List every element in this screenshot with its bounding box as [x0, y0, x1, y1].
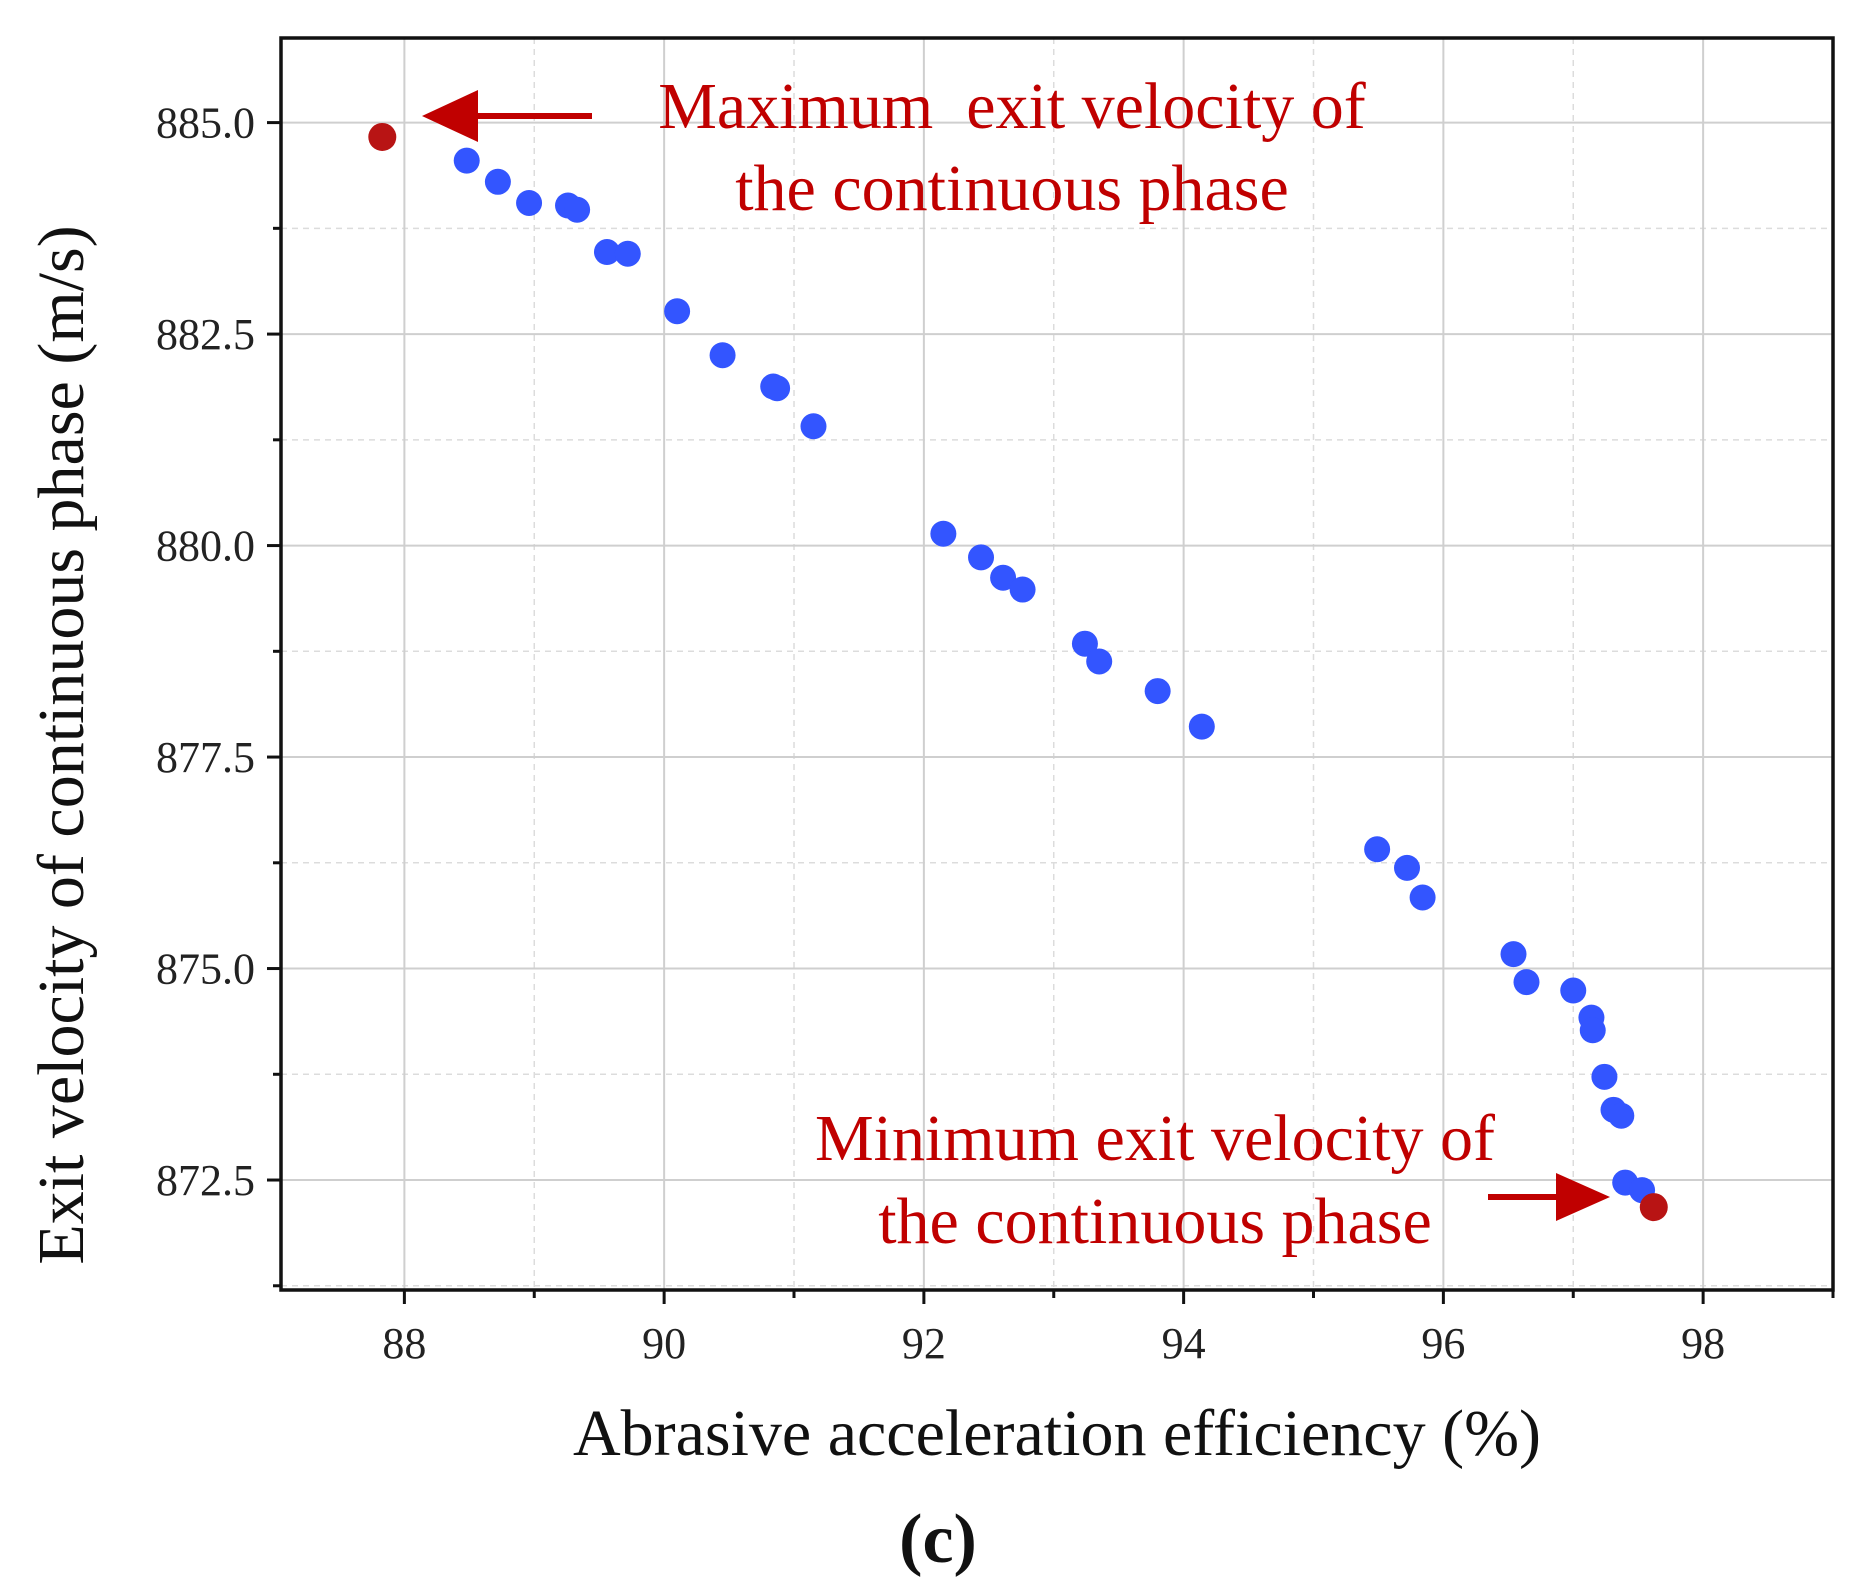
y-tick-label: 875.0	[156, 945, 255, 994]
x-tick-label: 94	[1162, 1319, 1206, 1368]
y-tick-label: 872.5	[156, 1156, 255, 1205]
panel-label: (c)	[899, 1501, 977, 1578]
data-point	[593, 239, 620, 266]
x-tick-label: 88	[382, 1319, 426, 1368]
annotation-min-line-2: the continuous phase	[878, 1185, 1432, 1258]
y-axis-title: Exit velocity of continuous phase (m/s)	[25, 225, 98, 1264]
data-point	[484, 168, 511, 195]
data-point	[664, 298, 691, 325]
x-tick-label: 92	[902, 1319, 946, 1368]
x-axis-ticks	[402, 1290, 1835, 1304]
data-point	[1364, 836, 1391, 863]
data-point	[968, 544, 995, 571]
extreme-point	[1639, 1193, 1668, 1222]
data-point	[614, 240, 641, 267]
data-point	[453, 147, 480, 174]
data-point	[1409, 884, 1436, 911]
data-point	[764, 375, 791, 402]
annotation-max: Maximum exit velocity of the continuous …	[422, 70, 1366, 225]
grid	[281, 38, 1833, 1290]
data-point	[1513, 969, 1540, 996]
x-tick-label: 98	[1681, 1319, 1725, 1368]
data-point	[800, 413, 827, 440]
data-point	[930, 520, 957, 547]
plot-frame	[279, 36, 1835, 1292]
data-point	[1144, 678, 1171, 705]
annotation-max-line-1: Maximum exit velocity of	[658, 70, 1366, 143]
data-points	[368, 122, 1668, 1222]
x-axis-title: Abrasive acceleration efficiency (%)	[573, 1397, 1541, 1470]
data-point	[1500, 941, 1527, 968]
data-point	[1608, 1102, 1635, 1129]
data-point	[1188, 713, 1215, 740]
data-point	[1071, 630, 1098, 657]
y-axis-tick-labels: 872.5 875.0 877.5 880.0 882.5 885.0	[156, 99, 255, 1205]
data-point	[516, 189, 543, 216]
x-tick-label: 90	[642, 1319, 686, 1368]
data-point	[1591, 1063, 1618, 1090]
extreme-point	[368, 122, 397, 151]
annotation-min: Minimum exit velocity of the continuous …	[815, 1102, 1610, 1258]
data-point	[1560, 977, 1587, 1004]
annotation-min-arrowhead	[1556, 1173, 1610, 1221]
y-axis-ticks	[267, 121, 281, 1288]
annotation-min-line-1: Minimum exit velocity of	[815, 1102, 1495, 1175]
x-tick-label: 96	[1421, 1319, 1465, 1368]
y-tick-label: 880.0	[156, 522, 255, 571]
data-point	[709, 342, 736, 369]
data-point	[1086, 648, 1113, 675]
annotation-max-arrowhead	[422, 90, 478, 142]
y-tick-label: 877.5	[156, 733, 255, 782]
y-tick-label: 882.5	[156, 310, 255, 359]
data-point	[564, 196, 591, 223]
y-tick-label: 885.0	[156, 99, 255, 148]
data-point	[1009, 576, 1036, 603]
annotation-max-line-2: the continuous phase	[735, 152, 1289, 225]
data-point	[1394, 854, 1421, 881]
data-point	[990, 564, 1017, 591]
x-axis-tick-labels: 88 90 92 94 96 98	[382, 1319, 1725, 1368]
data-point	[1579, 1017, 1606, 1044]
